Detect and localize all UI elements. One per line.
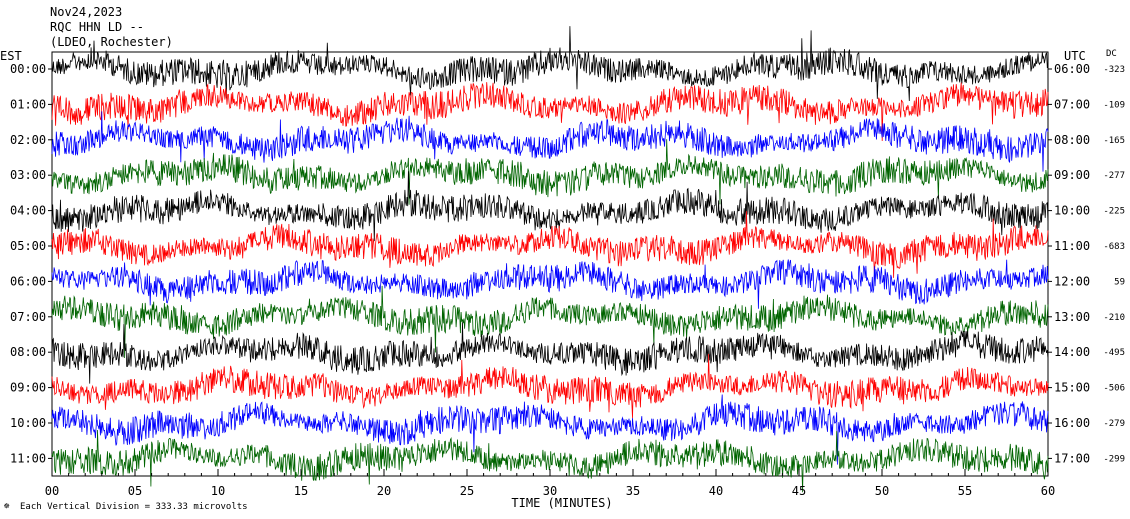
x-axis-label: TIME (MINUTES) — [511, 496, 612, 510]
trace-row-0 — [51, 26, 1049, 102]
header-date: Nov24,2023 — [50, 5, 122, 19]
x-tick-label-3: 15 — [294, 484, 308, 498]
dc-value-7: -210 — [1103, 313, 1125, 323]
utc-label-8: 14:00 — [1054, 345, 1090, 359]
x-axis: 00 05 10 15 20 25 30 35 40 45 50 55 60 — [45, 469, 1055, 498]
footer-scale-note: Each Vertical Division = 333.33 microvol… — [20, 502, 248, 512]
dc-value-0: -323 — [1103, 65, 1125, 75]
est-label-4: 04:00 — [10, 204, 46, 218]
utc-label-7: 13:00 — [1054, 310, 1090, 324]
footer-logo: ☸ — [3, 502, 10, 512]
est-label-10: 10:00 — [10, 416, 46, 430]
x-tick-label-9: 45 — [792, 484, 806, 498]
trace-row-9 — [51, 353, 1049, 419]
x-tick-label-7: 35 — [626, 484, 640, 498]
dc-value-3: -277 — [1103, 171, 1125, 181]
row-label-group: 00:00 06:00 -323 01:00 07:00 -109 02:00 08:00 -1… — [10, 62, 1125, 465]
utc-label-2: 08:00 — [1054, 133, 1090, 147]
est-label-5: 05:00 — [10, 239, 46, 253]
utc-label-1: 07:00 — [1054, 97, 1090, 111]
x-tick-label-12: 60 — [1041, 484, 1055, 498]
dc-value-5: -683 — [1103, 242, 1125, 252]
utc-label-10: 16:00 — [1054, 416, 1090, 430]
dc-value-9: -506 — [1103, 384, 1125, 394]
trace-row-8 — [51, 322, 1049, 384]
est-label-2: 02:00 — [10, 133, 46, 147]
trace-row-5 — [51, 211, 1049, 278]
trace-row-11 — [51, 429, 1049, 493]
utc-label-0: 06:00 — [1054, 62, 1090, 76]
x-tick-label-1: 05 — [128, 484, 142, 498]
x-tick-label-10: 50 — [875, 484, 889, 498]
trace-row-7 — [51, 285, 1049, 359]
trace-row-3 — [51, 139, 1049, 205]
utc-label-4: 10:00 — [1054, 204, 1090, 218]
dc-value-2: -165 — [1103, 136, 1125, 146]
est-label-8: 08:00 — [10, 345, 46, 359]
est-label-3: 03:00 — [10, 168, 46, 182]
dc-value-1: -109 — [1103, 100, 1125, 110]
est-label-0: 00:00 — [10, 62, 46, 76]
est-label-11: 11:00 — [10, 451, 46, 465]
dc-value-8: -495 — [1103, 348, 1125, 358]
trace-row-1 — [51, 82, 1049, 142]
utc-label-6: 12:00 — [1054, 274, 1090, 288]
trace-row-6 — [51, 259, 1049, 309]
left-axis-label: EST — [0, 49, 22, 63]
est-label-1: 01:00 — [10, 97, 46, 111]
x-tick-label-5: 25 — [460, 484, 474, 498]
x-tick-label-11: 55 — [958, 484, 972, 498]
x-tick-label-4: 20 — [377, 484, 391, 498]
est-label-6: 06:00 — [10, 274, 46, 288]
utc-label-5: 11:00 — [1054, 239, 1090, 253]
trace-row-4 — [51, 171, 1049, 242]
est-label-7: 07:00 — [10, 310, 46, 324]
header-network: (LDEO, Rochester) — [50, 35, 173, 49]
trace-row-2 — [51, 111, 1049, 172]
plot-frame — [51, 51, 1049, 477]
trace-row-10 — [51, 394, 1049, 465]
utc-label-3: 09:00 — [1054, 168, 1090, 182]
x-tick-label-8: 40 — [709, 484, 723, 498]
utc-label-11: 17:00 — [1054, 451, 1090, 465]
header-station: RQC HHN LD -- — [50, 20, 144, 34]
dc-value-6: 59 — [1114, 277, 1125, 287]
dc-value-4: -225 — [1103, 207, 1125, 217]
dc-value-11: -299 — [1103, 454, 1125, 464]
x-tick-label-2: 10 — [211, 484, 225, 498]
utc-label-9: 15:00 — [1054, 381, 1090, 395]
x-tick-label-6: 30 — [543, 484, 557, 498]
x-tick-label-0: 00 — [45, 484, 59, 498]
trace-group — [51, 26, 1049, 493]
right-axis-label: UTC — [1064, 49, 1086, 63]
dc-value-10: -279 — [1103, 419, 1125, 429]
est-label-9: 09:00 — [10, 381, 46, 395]
dc-label: DC — [1106, 49, 1117, 59]
